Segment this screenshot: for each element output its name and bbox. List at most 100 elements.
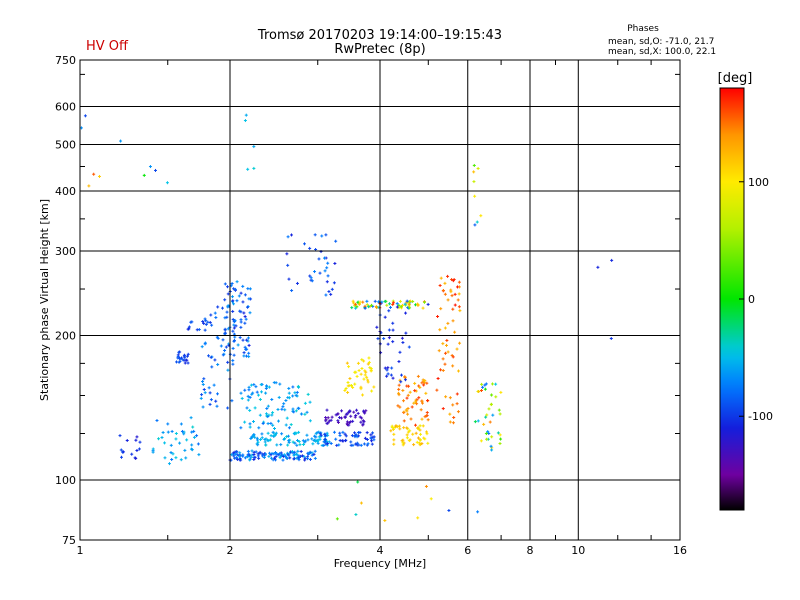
data-point (213, 358, 217, 362)
data-point (401, 388, 405, 392)
data-point (245, 347, 249, 351)
data-point (182, 354, 186, 358)
data-point (276, 407, 280, 411)
data-point (407, 300, 411, 304)
data-point (192, 435, 196, 439)
stats-line-x: mean, sd,X: 100.0, 22.1 (608, 47, 716, 57)
data-point (403, 302, 407, 306)
data-point (483, 383, 487, 387)
data-point (247, 297, 251, 301)
data-point (216, 305, 220, 309)
data-point (163, 456, 167, 460)
data-point (238, 455, 242, 459)
data-point (166, 430, 170, 434)
data-point (443, 351, 447, 355)
data-point (296, 384, 300, 388)
data-point (246, 167, 250, 171)
data-point (498, 412, 502, 416)
data-point (448, 420, 452, 424)
data-point (238, 309, 242, 313)
data-point (366, 362, 370, 366)
data-point (451, 364, 455, 368)
data-point (233, 287, 237, 291)
data-point (184, 456, 188, 460)
data-point (235, 280, 239, 284)
data-point (367, 360, 371, 364)
data-point (290, 233, 294, 237)
data-point (247, 343, 251, 347)
data-point (258, 413, 262, 417)
data-point (295, 443, 299, 447)
data-point (246, 398, 250, 402)
data-point (445, 338, 449, 342)
data-point (277, 395, 281, 399)
data-point (325, 422, 329, 426)
data-point (332, 430, 336, 434)
data-point (327, 419, 331, 423)
data-point (209, 313, 213, 317)
data-point (397, 393, 401, 397)
data-point (190, 320, 194, 324)
data-point (287, 277, 291, 281)
data-point (305, 410, 309, 414)
data-point (423, 379, 427, 383)
data-point (232, 287, 236, 291)
data-point (490, 382, 494, 386)
data-point (230, 453, 234, 457)
data-point (402, 419, 406, 423)
data-point (206, 320, 210, 324)
data-point (439, 368, 443, 372)
data-point (291, 407, 295, 411)
data-point (398, 405, 402, 409)
data-point (441, 288, 445, 292)
data-point (256, 454, 260, 458)
data-point (271, 411, 275, 415)
data-point (356, 361, 360, 365)
data-point (450, 294, 454, 298)
data-point (226, 368, 230, 372)
data-point (350, 383, 354, 387)
data-point (284, 454, 288, 458)
data-point (209, 398, 213, 402)
data-point (216, 392, 220, 396)
data-point (171, 452, 175, 456)
data-point (243, 315, 247, 319)
data-point (408, 429, 412, 433)
data-point (118, 434, 122, 438)
data-point (253, 455, 257, 459)
data-point (254, 450, 258, 454)
data-point (167, 462, 171, 466)
data-point (446, 350, 450, 354)
data-point (391, 376, 395, 380)
data-point (438, 328, 442, 332)
data-point (363, 373, 367, 377)
data-point (233, 456, 237, 460)
data-point (308, 457, 312, 461)
data-point (273, 456, 277, 460)
data-point (274, 431, 278, 435)
data-point (268, 438, 272, 442)
x-tick-label: 10 (571, 544, 585, 557)
data-point (310, 437, 314, 441)
data-point (337, 443, 341, 447)
data-point (443, 326, 447, 330)
data-point (310, 279, 314, 283)
data-point (274, 433, 278, 437)
data-point (241, 453, 245, 457)
data-point (364, 370, 368, 374)
data-point (425, 381, 429, 385)
data-point (183, 448, 187, 452)
data-point (327, 440, 331, 444)
data-point (354, 513, 358, 517)
data-point (233, 452, 237, 456)
data-point (231, 329, 235, 333)
data-point (214, 316, 218, 320)
data-point (322, 440, 326, 444)
data-point (137, 447, 141, 451)
data-point (214, 399, 218, 403)
data-point (254, 385, 258, 389)
data-point (215, 335, 219, 339)
data-point (83, 114, 87, 118)
data-point (278, 456, 282, 460)
tick-labels: 1 2 4 6 8 10 16 75 100 200 300 400 500 600 750 (55, 54, 687, 557)
